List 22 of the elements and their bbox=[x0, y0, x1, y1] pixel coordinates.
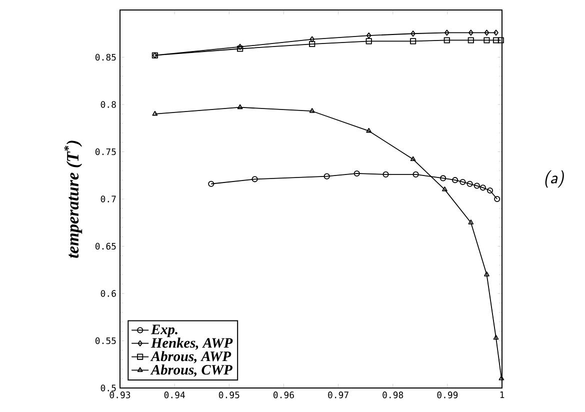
text: (a) bbox=[545, 170, 564, 188]
x-tick-label: 0.94 bbox=[164, 392, 185, 398]
x-tick-label: 0.98 bbox=[382, 392, 404, 398]
y-axis-title: temperature (T$^{*}$) bbox=[64, 140, 82, 258]
x-tick-label: 1 bbox=[500, 392, 504, 398]
y-tick-label: 0.85 bbox=[95, 54, 116, 61]
legend-label: Exp. bbox=[150, 324, 178, 338]
x-tick-label: 0.93 bbox=[110, 392, 130, 398]
x-tick-label: 0.96 bbox=[274, 392, 294, 398]
y-tick-label: 0.7 bbox=[100, 196, 116, 202]
y-tick-label: 0.5 bbox=[100, 384, 116, 392]
y-tick-label: 0.65 bbox=[95, 242, 116, 250]
x-tick-label: 0.97 bbox=[328, 392, 348, 398]
legend-label: Henkes, AWP bbox=[150, 338, 233, 350]
y-tick-label: 0.8 bbox=[100, 101, 116, 108]
x-tick-label: 0.99 bbox=[437, 392, 458, 398]
legend-label: Abrous, CWP bbox=[150, 364, 232, 377]
legend-label: Abrous, AWP bbox=[150, 351, 232, 364]
y-tick-label: 0.6 bbox=[100, 290, 116, 297]
y-tick-label: 0.75 bbox=[95, 148, 116, 156]
y-tick-label: 0.55 bbox=[95, 337, 116, 344]
x-tick-label: 0.95 bbox=[218, 392, 240, 398]
